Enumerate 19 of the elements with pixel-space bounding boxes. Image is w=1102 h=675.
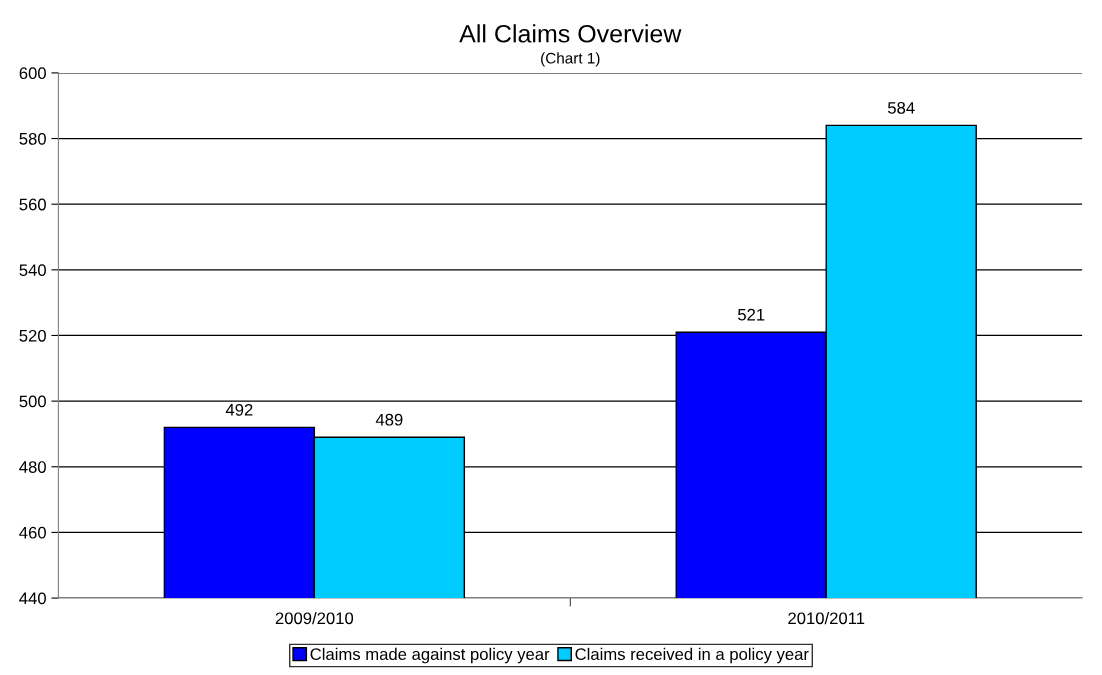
y-tick-label: 500 (19, 395, 46, 408)
chart-title: All Claims Overview (459, 24, 682, 43)
y-tick-label: 440 (19, 592, 46, 605)
y-tick-label: 520 (19, 329, 46, 342)
data-label: 521 (738, 308, 765, 321)
y-tick-label: 600 (19, 67, 46, 80)
y-tick-label: 540 (19, 264, 46, 277)
chart-subtitle: (Chart 1) (541, 52, 600, 67)
y-tick-label: 480 (19, 461, 46, 473)
y-tick-label: 580 (19, 132, 46, 145)
legend-label: Claims received in a policy year (575, 647, 809, 664)
x-tick-label: 2009/2010 (275, 611, 354, 625)
data-label: 492 (225, 403, 253, 416)
y-tick-label: 460 (19, 526, 46, 539)
x-tick-label: 2010/2011 (788, 611, 865, 625)
data-label: 489 (375, 413, 403, 426)
data-label: 584 (887, 101, 915, 114)
legend-label: Claims made against policy year (310, 647, 550, 664)
y-tick-label: 560 (19, 198, 46, 211)
